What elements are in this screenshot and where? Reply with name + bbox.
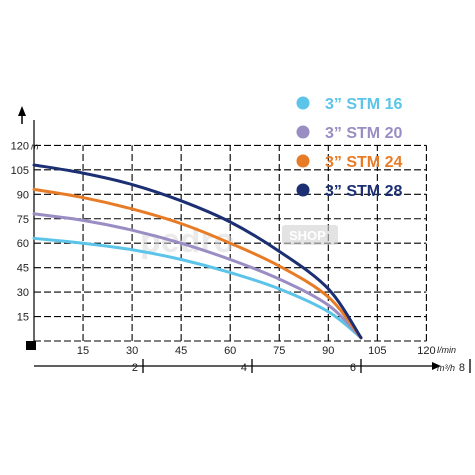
series <box>32 163 363 340</box>
legend-marker <box>296 183 310 197</box>
x-tick-label: 75 <box>273 345 285 357</box>
x-axis-unit: l/min <box>437 345 456 355</box>
y-tick-label: 75 <box>17 214 29 226</box>
y-tick-label: 105 <box>11 165 29 177</box>
x-tick-label: 30 <box>126 345 138 357</box>
y-axis-arrow <box>18 106 26 116</box>
legend-label: 3” STM 28 <box>325 183 402 200</box>
series-line <box>32 163 363 340</box>
y-tick-label: 60 <box>17 238 29 250</box>
y-tick-label: 120 <box>11 140 29 152</box>
watermark: pedro SHOP <box>140 222 338 260</box>
legend-marker <box>296 125 310 139</box>
y-tick-label: 30 <box>17 287 29 299</box>
legend-marker <box>296 96 310 110</box>
x-tick-label: 15 <box>77 345 89 357</box>
y-tick-label: 15 <box>17 312 29 324</box>
secondary-tick-label: 2 <box>132 362 138 374</box>
y-tick-label: 45 <box>17 263 29 275</box>
legend-label: 3” STM 24 <box>325 154 402 171</box>
x-tick-label: 45 <box>175 345 187 357</box>
origin-marker <box>26 341 36 350</box>
x-tick-label: 120 <box>417 345 435 357</box>
secondary-tick-label: 4 <box>241 362 247 374</box>
watermark-badge <box>282 225 338 245</box>
secondary-axis-unit: m³/h <box>437 363 455 373</box>
series-line <box>32 187 363 340</box>
x-tick-label: 60 <box>224 345 236 357</box>
series-line <box>32 212 363 340</box>
secondary-tick-label: 6 <box>350 362 356 374</box>
legend: 3” STM 16 3” STM 20 3” STM 24 3” STM 28 <box>296 96 402 200</box>
x-tick-label: 105 <box>368 345 386 357</box>
x-tick-label: 90 <box>322 345 334 357</box>
y-axis-unit: m <box>31 141 39 151</box>
series-line <box>32 236 363 340</box>
secondary-tick-label: 8 <box>459 362 465 374</box>
y-tick-label: 90 <box>17 189 29 201</box>
legend-label: 3” STM 16 <box>325 96 402 113</box>
legend-marker <box>296 154 310 168</box>
watermark-badge-text: SHOP <box>289 228 326 243</box>
legend-label: 3” STM 20 <box>325 125 402 142</box>
secondary-axis-arrow <box>432 362 441 370</box>
